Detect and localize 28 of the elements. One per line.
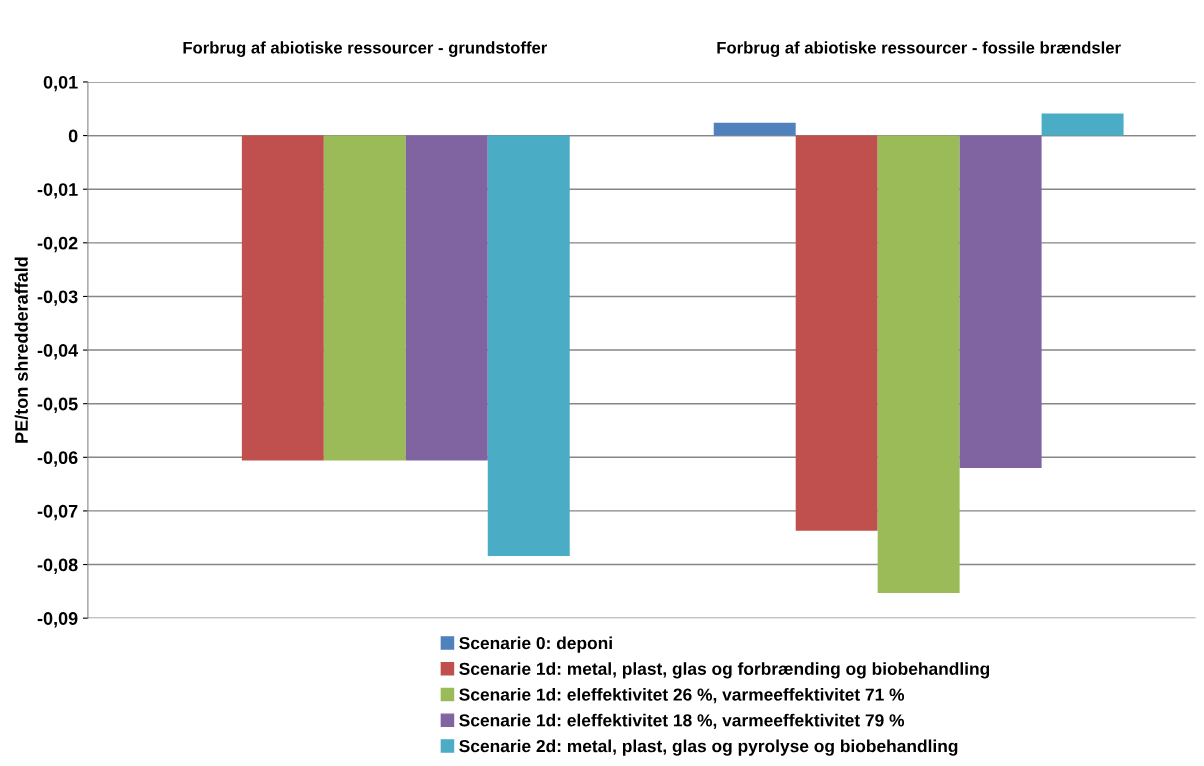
y-tick-label: -0,03 <box>37 290 78 306</box>
y-tick-label: -0,08 <box>37 558 78 574</box>
x-tick-label: Forbrug af abiotiske ressourcer - fossile brændsler <box>717 41 1121 57</box>
y-tick-label: -0,04 <box>37 344 79 360</box>
bar <box>487 135 570 556</box>
y-tick-label: -0,05 <box>37 397 78 414</box>
y-axis-title: PE/ton shredderaffald <box>14 257 29 443</box>
bar <box>959 135 1042 469</box>
bar <box>405 135 488 461</box>
y-tick-label: 0 <box>68 129 78 143</box>
bar <box>241 135 324 461</box>
y-tick-label: -0,06 <box>37 451 78 467</box>
legend-label: Scenarie 0: deponi <box>459 636 612 653</box>
y-tick-label: -0,02 <box>37 236 78 253</box>
legend-label: Scenarie 1d: metal, plast, glas og forbrænding og biobehandling <box>459 662 990 679</box>
y-tick-label: -0,09 <box>37 612 78 628</box>
legend-label: Scenarie 1d: eleffektivitet 26 %, varmeeffektivitet 71 % <box>459 688 905 704</box>
bar <box>713 122 796 136</box>
y-tick-label: 0,01 <box>43 75 78 92</box>
bar <box>323 135 406 461</box>
legend-label: Scenarie 1d: eleffektivitet 18 %, varmeeffektivitet 79 % <box>459 713 905 730</box>
x-tick-label: Forbrug af abiotiske ressourcer - grundstoffer <box>183 41 548 57</box>
y-tick-label: -0,01 <box>37 183 78 199</box>
bar <box>877 135 960 593</box>
bar <box>795 135 878 531</box>
legend-label: Scenarie 2d: metal, plast, glas og pyrolyse og biobehandling <box>459 739 958 756</box>
y-tick-label: -0,07 <box>37 504 78 521</box>
bar <box>1041 113 1124 136</box>
